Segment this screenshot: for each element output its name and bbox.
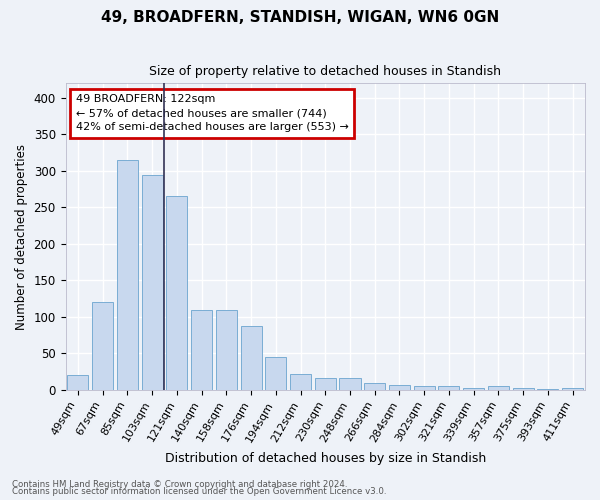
Bar (562, 388, 583, 390)
Bar (67, 376, 88, 390)
Bar (364, 384, 385, 390)
Y-axis label: Number of detached properties: Number of detached properties (15, 144, 28, 330)
Bar (92, 302, 113, 390)
Bar (538, 389, 559, 390)
Bar (413, 386, 435, 390)
Bar (117, 160, 138, 390)
Bar (488, 386, 509, 390)
Bar (216, 310, 237, 390)
Bar (142, 174, 163, 390)
Title: Size of property relative to detached houses in Standish: Size of property relative to detached ho… (149, 65, 501, 78)
Bar (166, 196, 187, 390)
Bar (389, 386, 410, 390)
Text: 49, BROADFERN, STANDISH, WIGAN, WN6 0GN: 49, BROADFERN, STANDISH, WIGAN, WN6 0GN (101, 10, 499, 25)
Text: Contains public sector information licensed under the Open Government Licence v3: Contains public sector information licen… (12, 487, 386, 496)
Bar (512, 388, 533, 390)
Text: Contains HM Land Registry data © Crown copyright and database right 2024.: Contains HM Land Registry data © Crown c… (12, 480, 347, 489)
Bar (340, 378, 361, 390)
Bar (191, 310, 212, 390)
Bar (290, 374, 311, 390)
X-axis label: Distribution of detached houses by size in Standish: Distribution of detached houses by size … (164, 452, 486, 465)
Text: 49 BROADFERN: 122sqm
← 57% of detached houses are smaller (744)
42% of semi-deta: 49 BROADFERN: 122sqm ← 57% of detached h… (76, 94, 349, 132)
Bar (241, 326, 262, 390)
Bar (315, 378, 336, 390)
Bar (463, 388, 484, 390)
Bar (439, 386, 460, 390)
Bar (265, 357, 286, 390)
